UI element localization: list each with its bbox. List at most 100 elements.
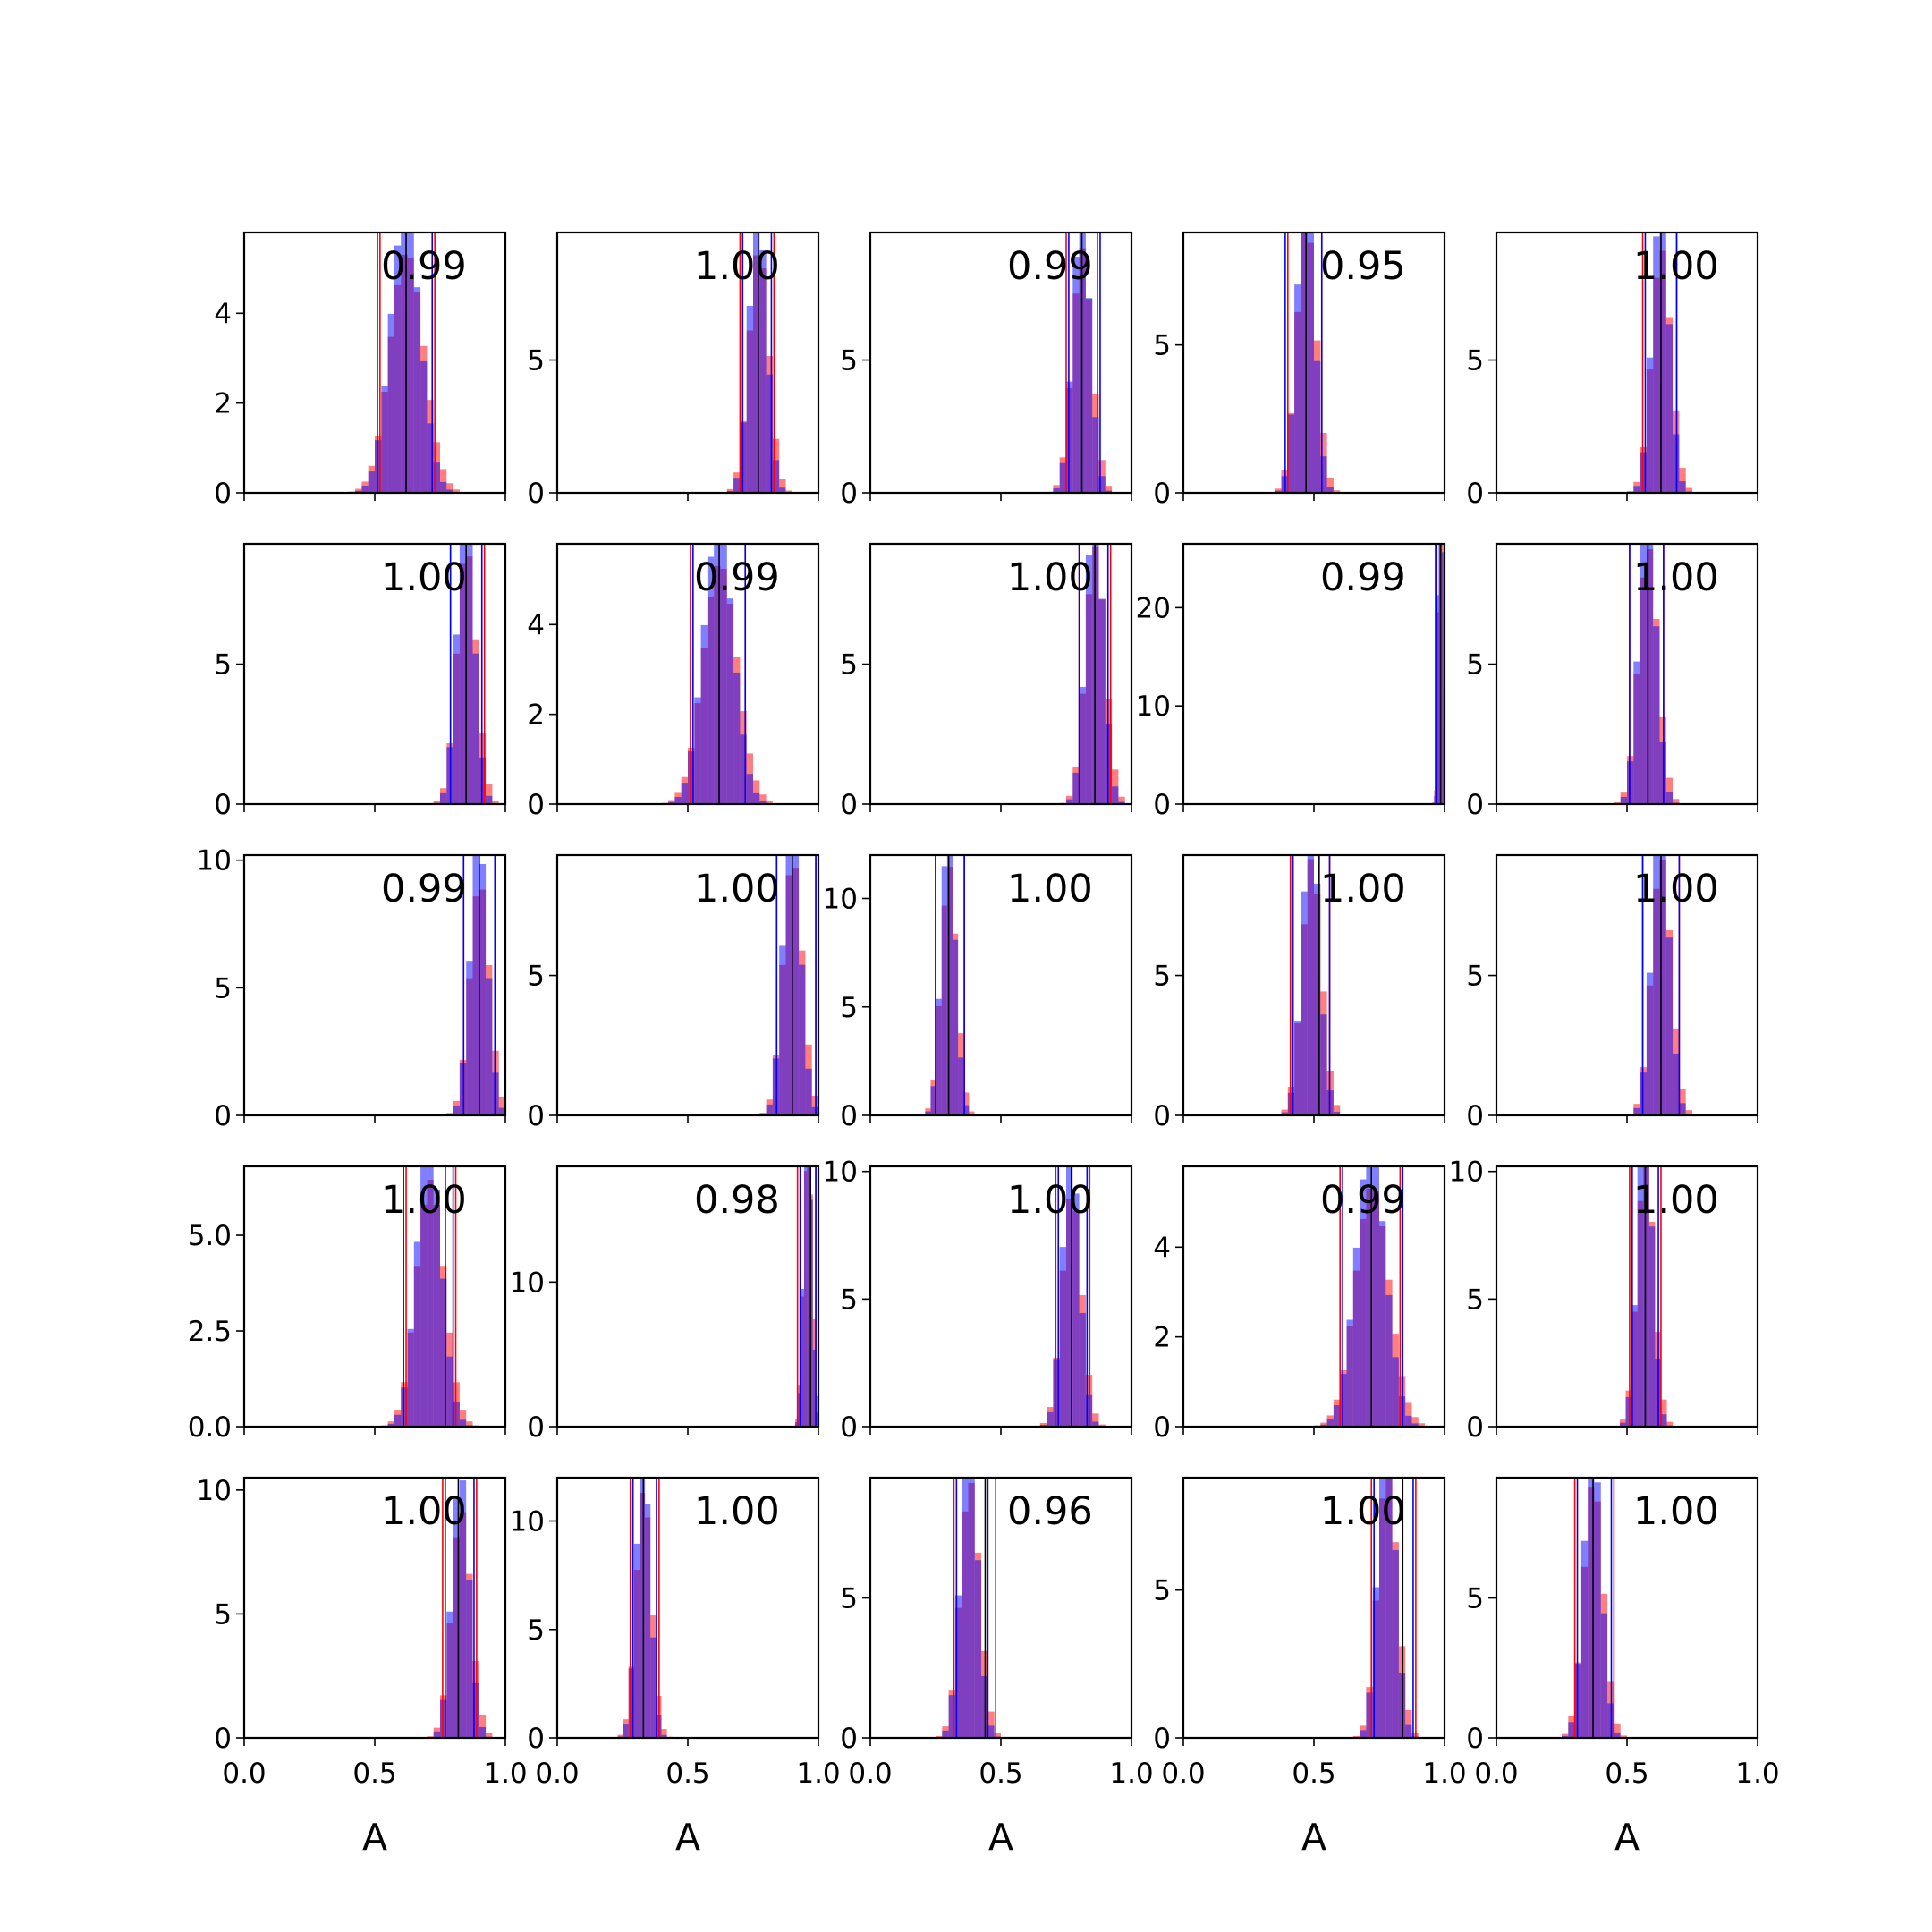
panel-plot-area [1039, 1166, 1106, 1427]
panel-1-2: 1.00 0 5 [527, 231, 820, 510]
y-tick-label: 0 [840, 1411, 858, 1444]
panel-plot-area [1352, 1478, 1419, 1738]
score-label: 0.98 [694, 1178, 780, 1223]
hist-bar-blue [446, 489, 453, 493]
hist-bar-blue [962, 1478, 969, 1738]
hist-bar-blue [446, 1611, 453, 1738]
hist-bar-blue [1112, 786, 1119, 804]
panel-3-3: 1.00 0 5 10 [823, 853, 1133, 1132]
y-tick-label: 0 [1153, 1723, 1171, 1755]
panel-plot-area [1614, 544, 1680, 804]
hist-bar-blue [803, 1166, 808, 1427]
hist-bar-blue [1314, 884, 1321, 1115]
hist-bar-blue [785, 855, 792, 1115]
y-tick-label: 0 [1153, 1411, 1171, 1444]
hist-bar-blue [466, 961, 473, 1115]
y-tick-label: 10 [1136, 691, 1171, 723]
hist-bar-blue [1568, 1722, 1575, 1738]
y-tick-label: 0 [840, 478, 858, 510]
hist-bar-red [994, 1733, 1001, 1738]
x-tick-label: 0.0 [535, 1758, 579, 1790]
hist-bar-blue [661, 1734, 667, 1738]
panel-plot-area [1627, 855, 1692, 1115]
hist-bar-blue [726, 598, 734, 804]
hist-bar-red [1118, 796, 1125, 804]
hist-bar-blue [1046, 1411, 1054, 1427]
y-tick-label: 4 [214, 298, 232, 330]
score-label: 1.00 [694, 244, 780, 289]
hist-bar-blue [1405, 1724, 1412, 1738]
hist-bar-blue [1648, 1226, 1656, 1427]
hist-bar-blue [799, 964, 806, 1115]
y-tick-label: 10 [197, 845, 232, 877]
hist-bar-blue [1301, 891, 1308, 1115]
hist-bar-blue [759, 250, 767, 493]
hist-bar-blue [459, 1480, 467, 1738]
hist-bar-blue [1665, 937, 1674, 1115]
hist-bar-blue [394, 245, 402, 493]
panel-plot-area [433, 544, 499, 804]
hist-bar-red [1660, 1399, 1667, 1427]
hist-bar-blue [1360, 1730, 1367, 1738]
hist-bar-red [1098, 1424, 1106, 1427]
hist-bar-blue [1633, 661, 1640, 804]
hist-bar-red [1665, 777, 1674, 804]
y-tick-label: 10 [823, 1157, 858, 1189]
hist-bar-blue [1307, 233, 1314, 493]
hist-bar-blue [1066, 799, 1073, 804]
panels-layer: 0.990241.00050.99050.95051.00051.00050.9… [188, 231, 1780, 1859]
score-label: 1.00 [1633, 867, 1719, 911]
panel-3-5: 1.00 0 5 [1466, 853, 1759, 1132]
hist-bar-blue [1659, 233, 1666, 493]
panel-5-5: 1.00 0 5 0.0 0.5 1.0 A [1466, 1476, 1780, 1859]
hist-bar-blue [941, 866, 947, 1115]
hist-bar-red [969, 1111, 975, 1115]
hist-bar-blue [1372, 1166, 1379, 1427]
hist-bar-blue [1614, 1732, 1621, 1738]
panel-4-3: 1.00 0 5 10 [823, 1157, 1133, 1444]
hist-bar-blue [1665, 792, 1674, 804]
hist-bar-blue [714, 544, 721, 804]
hist-bar-blue [681, 783, 688, 804]
x-tick-label: 0.0 [222, 1758, 266, 1790]
hist-bar-red [963, 1092, 970, 1115]
hist-bar-blue [746, 774, 753, 804]
hist-bar-red [1418, 1423, 1426, 1427]
hist-bar-blue [1275, 490, 1282, 493]
hist-bar-blue [1625, 1396, 1632, 1427]
hist-bar-red [355, 488, 362, 493]
hist-bar-blue [413, 1241, 421, 1427]
hist-bar-blue [361, 485, 369, 493]
hist-bar-blue [801, 1288, 804, 1427]
hist-bar-blue [1646, 544, 1654, 804]
y-tick-label: 5 [527, 345, 545, 377]
x-tick-label: 0.0 [1474, 1758, 1518, 1790]
y-tick-label: 5 [1466, 961, 1484, 993]
hist-bar-blue [968, 1478, 975, 1738]
x-tick-label: 0.5 [1605, 1758, 1648, 1790]
hist-bar-red [459, 1410, 467, 1427]
hist-bar-blue [1580, 1540, 1589, 1738]
hist-bar-blue [753, 792, 760, 804]
hist-bar-blue [407, 233, 414, 493]
y-tick-label: 4 [527, 609, 545, 641]
hist-bar-blue [1059, 1247, 1066, 1427]
hist-bar-blue [1307, 855, 1314, 1115]
panel-plot-area [1562, 1478, 1627, 1738]
hist-bar-blue [413, 287, 421, 493]
panel-plot-area [661, 544, 773, 804]
hist-bar-blue [453, 1105, 460, 1115]
hist-bar-blue [1594, 1482, 1601, 1738]
hist-bar-blue [420, 1166, 428, 1427]
hist-bar-blue [1665, 324, 1674, 493]
y-tick-label: 0 [1153, 789, 1171, 821]
hist-bar-blue [1620, 796, 1627, 804]
hist-bar-blue [694, 697, 701, 804]
hist-bar-blue [486, 978, 493, 1115]
hist-bar-blue [1653, 236, 1660, 493]
hist-bar-blue [440, 481, 447, 493]
hist-bar-blue [453, 634, 460, 804]
x-tick-label: 1.0 [1735, 1758, 1779, 1790]
panel-2-2: 0.99 0 2 4 [527, 542, 820, 821]
x-tick-label: 1.0 [796, 1758, 840, 1790]
